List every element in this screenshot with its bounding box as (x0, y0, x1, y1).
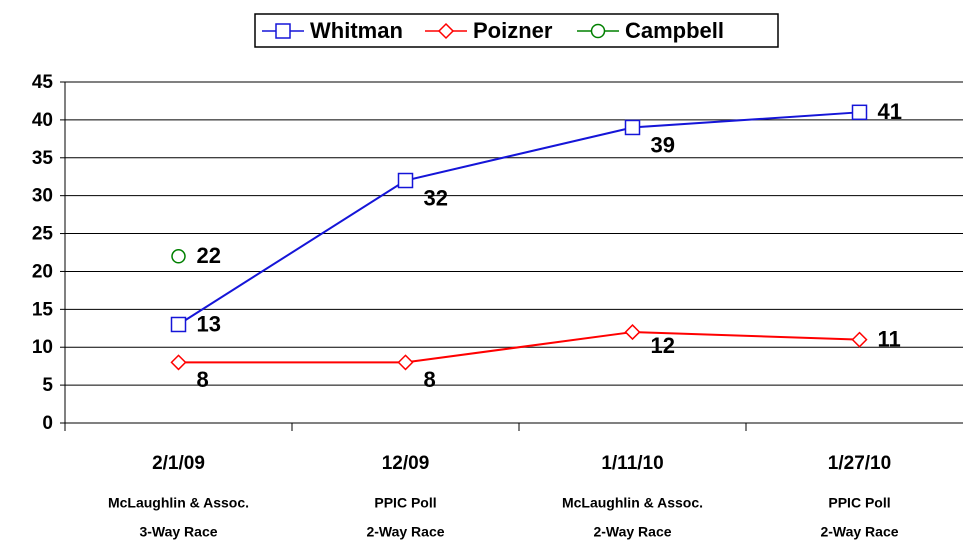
legend-box (254, 13, 779, 48)
data-point (624, 324, 641, 341)
x-tick-label: 2-Way Race (366, 524, 444, 540)
x-tick-label: McLaughlin & Assoc. (562, 495, 703, 511)
x-tick-label: 3-Way Race (139, 524, 217, 540)
data-label: 12 (651, 333, 675, 358)
data-point (171, 249, 186, 264)
series-line (177, 111, 860, 326)
data-point (170, 316, 187, 333)
data-label: 8 (424, 367, 436, 392)
y-tick-label: 35 (32, 148, 54, 169)
x-tick-label: 2-Way Race (593, 524, 671, 540)
data-label: 13 (197, 311, 221, 336)
data-point (397, 172, 414, 189)
y-tick-label: 5 (42, 375, 53, 396)
data-point (397, 354, 414, 371)
x-tick-label: PPIC Poll (828, 495, 890, 511)
y-tick-label: 30 (32, 186, 53, 207)
data-point (170, 354, 187, 371)
x-tick-label: 12/09 (382, 453, 430, 474)
y-tick-label: 10 (32, 337, 53, 358)
data-label: 22 (197, 243, 221, 268)
data-label: 32 (424, 185, 448, 210)
legend-label: Whitman (310, 18, 403, 43)
data-label: 41 (878, 99, 902, 124)
data-label: 11 (878, 326, 901, 351)
legend-label: Poizner (473, 18, 553, 43)
legend-marker (590, 23, 606, 39)
y-tick-label: 25 (32, 224, 54, 245)
series-line (178, 331, 860, 364)
x-tick-label: 2/1/09 (152, 453, 205, 474)
x-tick-label: 2-Way Race (820, 524, 898, 540)
legend-label: Campbell (625, 18, 724, 43)
data-label: 8 (197, 367, 209, 392)
data-point (624, 119, 641, 136)
legend-marker (437, 22, 455, 40)
y-tick-label: 40 (32, 110, 53, 131)
y-tick-label: 45 (32, 72, 54, 93)
data-point (851, 104, 868, 121)
x-tick-label: PPIC Poll (374, 495, 436, 511)
y-tick-label: 20 (32, 261, 53, 282)
x-tick-label: 1/27/10 (828, 453, 891, 474)
y-tick-label: 0 (42, 413, 53, 434)
y-tick-label: 15 (32, 299, 54, 320)
x-tick-label: McLaughlin & Assoc. (108, 495, 249, 511)
x-tick-label: 1/11/10 (601, 453, 663, 474)
data-point (851, 331, 868, 348)
data-label: 39 (651, 132, 675, 157)
legend-marker (275, 23, 291, 39)
